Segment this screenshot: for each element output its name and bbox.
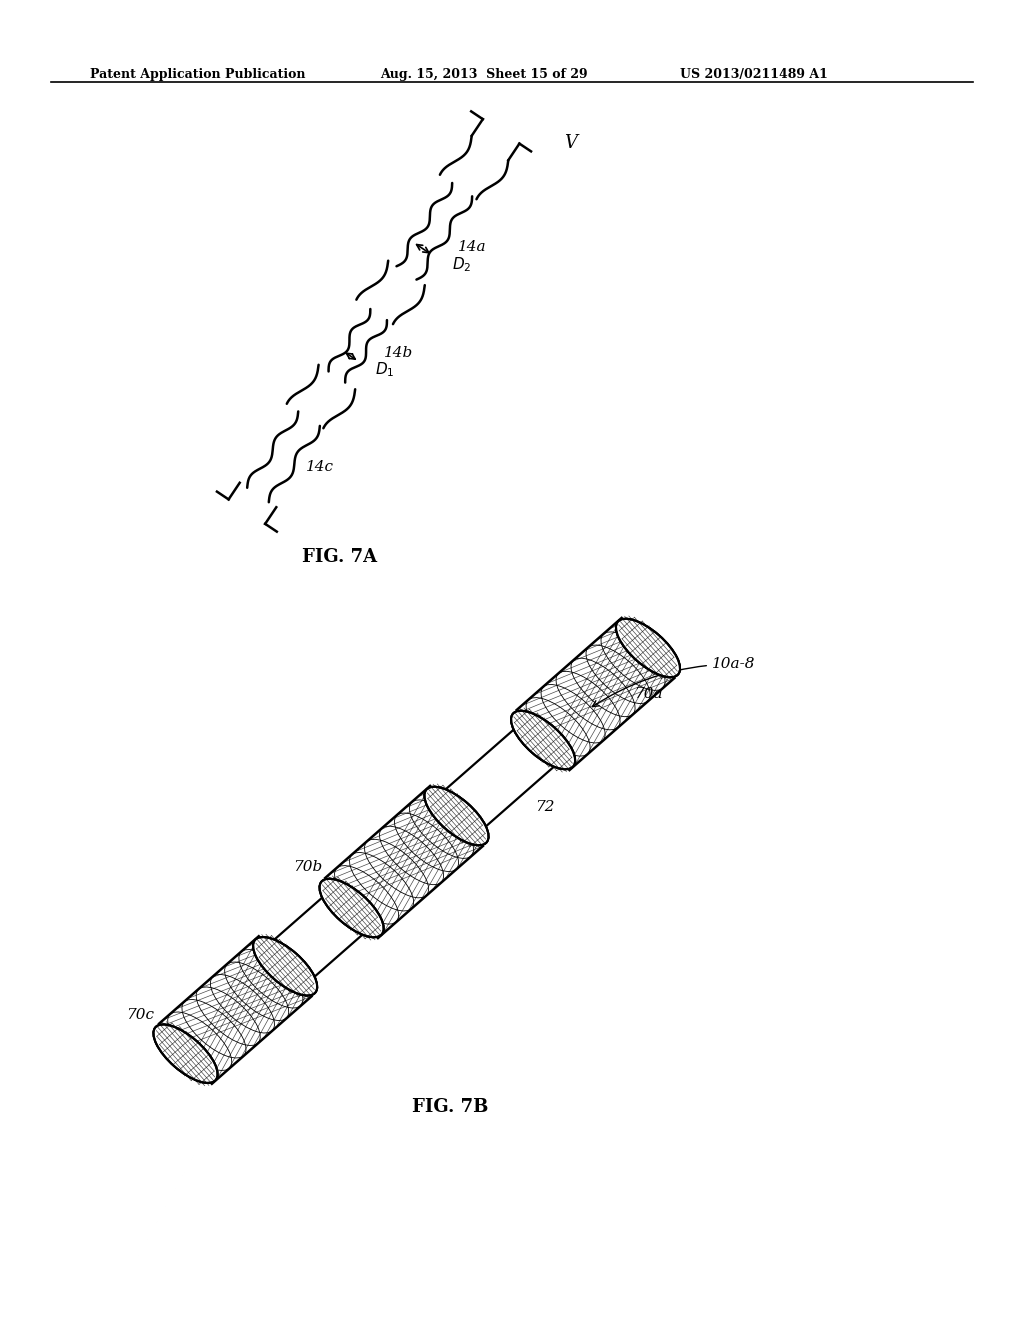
Ellipse shape bbox=[616, 619, 680, 677]
Ellipse shape bbox=[319, 879, 384, 937]
Text: US 2013/0211489 A1: US 2013/0211489 A1 bbox=[680, 69, 827, 81]
Ellipse shape bbox=[511, 710, 575, 770]
Text: FIG. 7A: FIG. 7A bbox=[302, 548, 378, 566]
Ellipse shape bbox=[253, 937, 317, 995]
Text: 14b: 14b bbox=[384, 346, 414, 360]
Text: $D_1$: $D_1$ bbox=[375, 360, 394, 379]
Ellipse shape bbox=[319, 879, 384, 937]
Text: 70b: 70b bbox=[294, 859, 323, 874]
Text: 70c: 70c bbox=[126, 1008, 154, 1022]
Text: Aug. 15, 2013  Sheet 15 of 29: Aug. 15, 2013 Sheet 15 of 29 bbox=[380, 69, 588, 81]
Text: Patent Application Publication: Patent Application Publication bbox=[90, 69, 305, 81]
Ellipse shape bbox=[424, 787, 488, 845]
Text: $D_2$: $D_2$ bbox=[452, 255, 471, 273]
Text: 14c: 14c bbox=[306, 459, 334, 474]
Ellipse shape bbox=[154, 1024, 217, 1082]
Ellipse shape bbox=[253, 937, 317, 995]
Text: 74: 74 bbox=[260, 939, 280, 953]
Ellipse shape bbox=[424, 787, 488, 845]
Ellipse shape bbox=[154, 1024, 217, 1082]
Text: V: V bbox=[564, 133, 578, 152]
Text: FIG. 7B: FIG. 7B bbox=[412, 1098, 488, 1115]
Ellipse shape bbox=[511, 710, 575, 770]
Ellipse shape bbox=[616, 619, 680, 677]
Text: 72: 72 bbox=[536, 800, 555, 814]
Text: 70a: 70a bbox=[634, 688, 663, 701]
Text: 14a: 14a bbox=[458, 240, 486, 253]
Text: 10a-8: 10a-8 bbox=[593, 657, 756, 706]
